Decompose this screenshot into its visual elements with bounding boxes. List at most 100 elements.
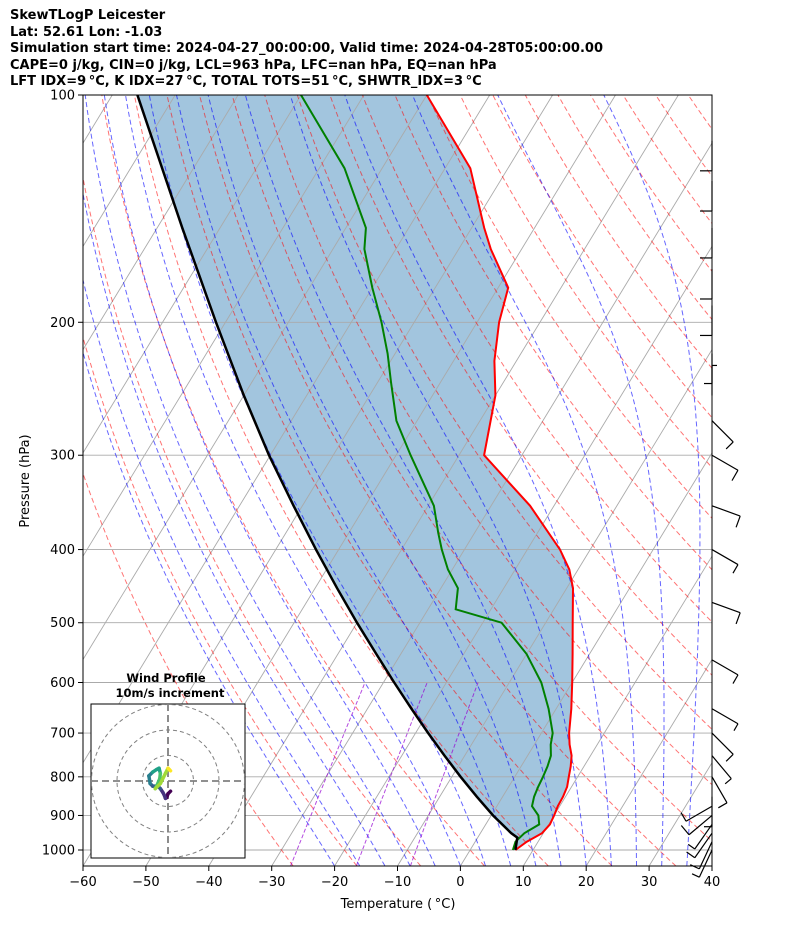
barb-flag bbox=[725, 753, 734, 762]
y-tick-label: 900 bbox=[50, 809, 75, 824]
wind-barb bbox=[711, 732, 734, 762]
barb-staff bbox=[711, 549, 739, 566]
moist-adiabat bbox=[207, 95, 537, 866]
moist-adiabat bbox=[412, 95, 637, 866]
wind-barb bbox=[711, 420, 734, 450]
barb-staff bbox=[711, 708, 739, 725]
y-tick-label: 700 bbox=[50, 727, 75, 742]
x-tick-label: 40 bbox=[704, 875, 721, 890]
dry-adiabat bbox=[83, 335, 358, 866]
stability-indices-2: LFT IDX=9 °C, K IDX=27 °C, TOTAL TOTS=51… bbox=[10, 74, 482, 89]
barb-staff bbox=[711, 505, 741, 517]
barb-staff bbox=[698, 849, 713, 878]
barb-staff bbox=[694, 832, 713, 859]
mixing-ratio-line bbox=[355, 682, 428, 866]
axes: −60 −50 −40 −30 −20 −10 0 10 20 30 40 1000 900 800 700… bbox=[42, 89, 720, 891]
wind-barb bbox=[700, 140, 713, 172]
time-label: Simulation start time: 2024-04-27_00:00:… bbox=[10, 41, 603, 56]
wind-barb bbox=[711, 549, 739, 574]
isotherm bbox=[585, 658, 712, 866]
isotherm bbox=[460, 452, 712, 866]
barb-staff bbox=[688, 814, 713, 836]
barb-flag bbox=[732, 674, 739, 684]
barb-flag bbox=[686, 851, 696, 859]
wind-barb bbox=[711, 708, 739, 731]
barb-flag bbox=[691, 873, 700, 878]
dewpoint-line bbox=[300, 95, 554, 851]
barb-flag bbox=[680, 825, 690, 836]
barb-staff bbox=[711, 776, 728, 804]
wind-barb bbox=[687, 824, 713, 850]
moist-adiabat bbox=[148, 95, 487, 866]
barb-flag bbox=[733, 723, 739, 731]
hodograph-plot bbox=[91, 704, 245, 858]
y-tick-label: 500 bbox=[50, 616, 75, 631]
x-tick-label: −40 bbox=[195, 875, 222, 890]
x-tick-label: −60 bbox=[69, 875, 96, 890]
barb-flag bbox=[718, 802, 728, 809]
x-tick-label: −30 bbox=[258, 875, 285, 890]
wind-barb bbox=[704, 353, 713, 385]
barb-flag bbox=[731, 469, 739, 481]
x-tick-label: −20 bbox=[321, 875, 348, 890]
wind-barb bbox=[711, 776, 728, 809]
isotherm bbox=[83, 95, 428, 661]
y-tick-label: 100 bbox=[50, 89, 75, 104]
x-tick-label: 0 bbox=[456, 875, 464, 890]
wind-barb bbox=[680, 814, 713, 836]
wind-barb bbox=[686, 832, 713, 859]
wind-barb bbox=[700, 268, 713, 300]
parcel-line bbox=[136, 95, 519, 851]
x-axis-label: Temperature ( °C) bbox=[340, 897, 456, 912]
x-tick-label: −10 bbox=[384, 875, 411, 890]
moist-adiabat bbox=[176, 95, 512, 866]
wind-barb bbox=[691, 849, 713, 878]
wind-barb bbox=[700, 181, 713, 212]
wind-barb bbox=[711, 755, 732, 785]
y-tick-label: 200 bbox=[50, 316, 75, 331]
barb-staff bbox=[711, 732, 734, 755]
moist-adiabat bbox=[84, 95, 411, 866]
barb-flag bbox=[687, 843, 696, 850]
y-tick-label: 300 bbox=[50, 449, 75, 464]
chart-header: SkewTLogP Leicester Lat: 52.61 Lon: -1.0… bbox=[10, 8, 603, 91]
isotherm bbox=[83, 95, 302, 454]
isotherm bbox=[711, 865, 712, 866]
wind-barb bbox=[704, 796, 713, 828]
barb-flag bbox=[735, 515, 741, 528]
dry-adiabat bbox=[753, 95, 794, 866]
wind-barb bbox=[711, 659, 739, 684]
dry-adiabat bbox=[329, 95, 712, 676]
moist-adiabat bbox=[103, 95, 436, 866]
chart-title: SkewTLogP Leicester bbox=[10, 8, 166, 23]
cin-fill-area bbox=[137, 95, 573, 850]
moist-adiabat bbox=[244, 95, 562, 866]
barb-staff bbox=[711, 454, 739, 471]
moist-adiabat bbox=[603, 95, 701, 866]
hodograph-title: Wind Profile bbox=[126, 671, 206, 685]
dry-adiabat bbox=[101, 95, 485, 866]
wind-barb bbox=[700, 305, 713, 337]
wind-barb bbox=[711, 364, 717, 396]
wind-barb bbox=[711, 505, 741, 528]
barb-staff bbox=[685, 805, 713, 822]
isotherm bbox=[334, 245, 712, 866]
dry-adiabat bbox=[590, 95, 712, 273]
dry-adiabat bbox=[133, 95, 549, 866]
mixing-ratio-line bbox=[409, 682, 479, 866]
hodograph-segment bbox=[158, 771, 168, 786]
barb-flag bbox=[724, 778, 732, 785]
barb-staff bbox=[711, 420, 734, 443]
temperature-line bbox=[425, 95, 575, 851]
barb-staff bbox=[711, 755, 732, 780]
x-tick-label: 30 bbox=[641, 875, 658, 890]
y-tick-label: 400 bbox=[50, 543, 75, 558]
y-axis-label: Pressure (hPa) bbox=[18, 434, 33, 527]
moist-adiabat bbox=[83, 191, 386, 866]
y-tick-label: 600 bbox=[50, 676, 75, 691]
barb-staff bbox=[698, 841, 713, 870]
stability-indices-1: CAPE=0 j/kg, CIN=0 j/kg, LCL=963 hPa, LF… bbox=[10, 57, 497, 73]
x-tick-label: −50 bbox=[132, 875, 159, 890]
